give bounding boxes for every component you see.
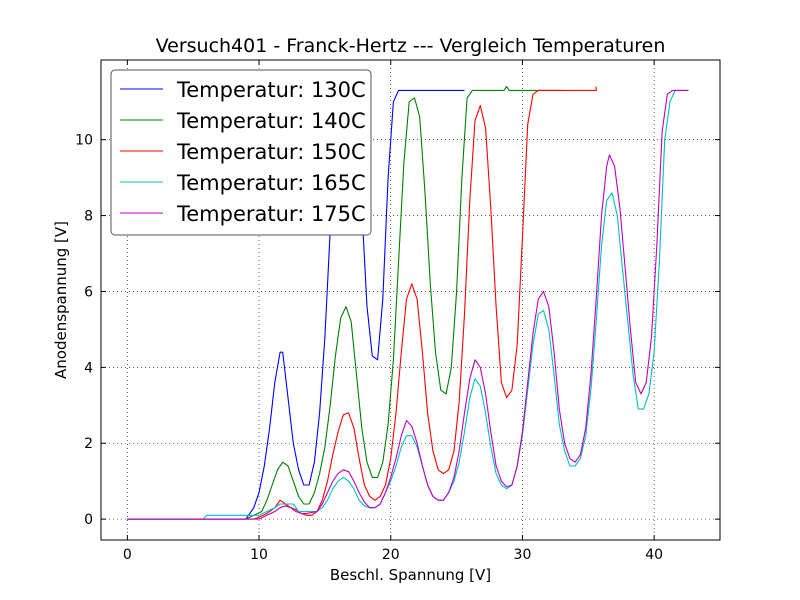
- legend-label: Temperatur: 130C: [176, 78, 366, 102]
- legend: Temperatur: 130C Temperatur: 140C Temperat…: [110, 69, 372, 236]
- series-line-2: [127, 86, 562, 520]
- legend-label: Temperatur: 165C: [176, 171, 366, 195]
- y-axis-label: Anodenspannung [V]: [52, 221, 70, 379]
- legend-label: Temperatur: 150C: [176, 140, 366, 164]
- series-line-1: [127, 89, 465, 520]
- y-tick-label: 8: [84, 209, 93, 225]
- tick-layer: 0 10 20 30 40 0 2 4 6 8 10: [75, 60, 720, 563]
- legend-label: Temperatur: 140C: [176, 109, 366, 133]
- plot-frame: [100, 59, 721, 541]
- x-tick-label: 10: [250, 547, 268, 563]
- y-tick-label: 4: [84, 360, 93, 376]
- y-tick-label: 2: [84, 436, 93, 452]
- y-tick-label: 6: [84, 284, 93, 300]
- series-line-3: [127, 86, 597, 520]
- legend-box: [110, 69, 372, 236]
- chart-title: Versuch401 - Franck-Hertz --- Vergleich …: [156, 35, 666, 57]
- x-tick-label: 0: [123, 547, 132, 563]
- y-tick-label: 0: [84, 512, 93, 528]
- y-tick-label: 10: [75, 133, 93, 149]
- series-layer: [127, 86, 689, 520]
- x-tick-label: 20: [382, 547, 400, 563]
- series-line-5: [127, 89, 689, 520]
- x-axis-label: Beschl. Spannung [V]: [330, 566, 491, 584]
- series-line-4: [127, 89, 689, 520]
- x-tick-label: 30: [514, 547, 532, 563]
- x-tick-label: 40: [645, 547, 663, 563]
- legend-label: Temperatur: 175C: [176, 202, 366, 226]
